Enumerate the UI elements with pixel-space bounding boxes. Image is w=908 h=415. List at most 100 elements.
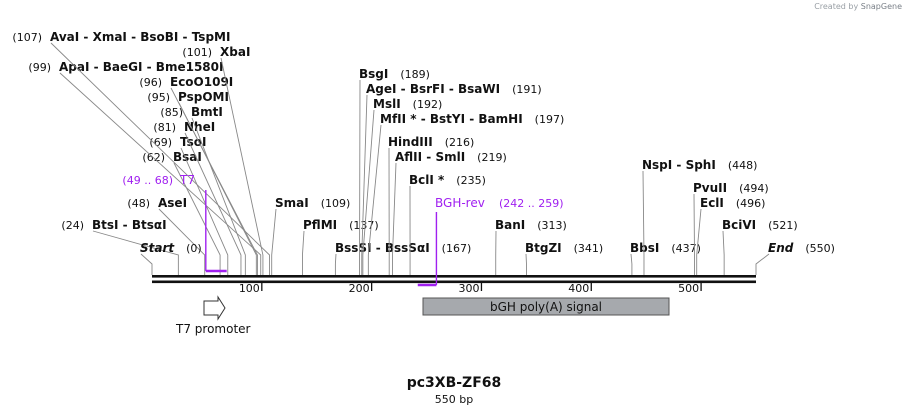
dna-bottom-strand [152,280,756,284]
site-connector [50,42,270,275]
site-connector [361,94,368,275]
primer-name: T7 [179,173,195,187]
site-name: BbsI [630,241,659,255]
endpoint-end[interactable]: End (550) [755,241,835,275]
site-connector [170,87,258,275]
site-position: (521) [768,219,798,232]
site-name: XbaI [220,45,250,59]
site-name: Start [140,241,175,255]
ruler-tick-label: 100 [239,282,260,295]
site-position: (189) [400,68,430,81]
site-connector [696,208,702,275]
primer-range: (49 .. 68) [122,174,173,187]
site-position: (95) [147,91,170,104]
site-msli[interactable]: MslI (192) [362,97,443,275]
site-bcivi[interactable]: BciVI (521) [722,218,798,275]
site-xbai[interactable]: XbaI (101) [182,45,264,275]
site-connector [158,208,206,275]
site-name: AgeI - BsrFI - BsaWI [366,82,500,96]
site-position: (341) [574,242,604,255]
site-position: (24) [61,219,84,232]
site-bsssi-bsss-i[interactable]: BssSI - BssSαI (167) [334,241,472,275]
site-aflii-smli[interactable]: AflII - SmlI (219) [392,150,507,275]
site-connector [173,162,221,275]
primer-bgh-rev[interactable]: BGH-rev (242 .. 259) [417,196,564,287]
site-position: (191) [512,83,542,96]
site-ecoo109i[interactable]: EcoO109I (96) [139,75,258,275]
site-connector [693,193,695,275]
site-name: AflII - SmlI [395,150,465,164]
site-name: EclI [700,196,724,210]
feature-t7-promoter[interactable]: T7 promoter [175,295,251,336]
site-connector [271,208,277,275]
site-name: BanI [495,218,525,232]
site-bmti[interactable]: BmtI (85) [160,105,246,275]
site-agei-bsrfi-bsawi[interactable]: AgeI - BsrFI - BsaWI (191) [361,82,542,275]
site-asei[interactable]: AseI (48) [127,196,206,275]
site-position: (109) [321,197,351,210]
site-position: (496) [736,197,766,210]
site-position: (0) [186,242,202,255]
site-avai-xmai-bsobi-tspmi[interactable]: AvaI - XmaI - BsoBI - TspMI (107) [12,30,270,275]
site-connector [220,57,264,275]
endpoint-start[interactable]: Start (0) [140,241,202,275]
site-position: (219) [477,151,507,164]
site-bbsi[interactable]: BbsI (437) [630,241,701,275]
site-name: BssSI - BssSαI [335,241,430,255]
primer-t7[interactable]: T7 (49 .. 68) [122,173,227,273]
site-position: (167) [442,242,472,255]
feature-box [422,297,670,316]
ruler-tick-label: 200 [349,282,370,295]
site-position: (85) [160,106,183,119]
site-connector [755,253,770,275]
site-name: HindIII [388,135,433,149]
site-ecli[interactable]: EclI (496) [696,196,766,275]
site-apai-baegi-bme1580i[interactable]: ApaI - BaeGI - Bme1580I (99) [28,60,262,275]
snapgene-brand: SnapGene [860,2,902,11]
site-connector [184,132,242,275]
site-position: (101) [182,46,212,59]
site-connector [367,124,382,275]
site-name: TsoI [180,135,206,149]
site-btsi-bts-i[interactable]: BtsI - BtsαI (24) [61,218,179,275]
site-name: AseI [158,196,187,210]
site-name: BtgZI [525,241,562,255]
site-pvuii[interactable]: PvuII (494) [693,181,769,275]
site-position: (96) [139,76,162,89]
site-position: (550) [805,242,835,255]
site-position: (99) [28,61,51,74]
ruler-tick-label: 500 [678,282,699,295]
sequence-map: 100 200 300 400 500 BtsI - BtsαI (24) AseI (48) B… [12,30,835,336]
site-bsgi[interactable]: BsgI (189) [359,67,430,275]
feature-bgh-poly-a-signal[interactable]: bGH poly(A) signal [422,297,670,316]
site-mfii-bstyi-bamhi[interactable]: MfII * - BstYI - BamHI (197) [367,112,565,275]
site-hindiii[interactable]: HindIII (216) [388,135,474,275]
site-name: PvuII [693,181,727,195]
site-bani[interactable]: BanI (313) [495,218,567,275]
site-position: (437) [671,242,701,255]
site-name: MslI [373,97,401,111]
site-name: MfII * - BstYI - BamHI [380,112,523,126]
site-connector [302,230,305,275]
site-bcli[interactable]: BclI * (235) [409,173,486,275]
site-connector [92,230,179,275]
site-position: (197) [535,113,565,126]
site-name: BclI * [409,173,445,187]
site-connector [362,109,375,275]
site-position: (137) [349,219,379,232]
site-connector [722,230,725,275]
dna-top-strand [152,275,756,278]
site-smai[interactable]: SmaI (109) [271,196,351,275]
site-name: NheI [184,120,215,134]
site-position: (192) [413,98,443,111]
promoter-arrow-icon [203,295,226,321]
site-nspi-sphi[interactable]: NspI - SphI (448) [642,158,757,275]
site-name: BmtI [191,105,223,119]
site-name: PspOMI [178,90,229,104]
site-btgzi[interactable]: BtgZI (341) [525,241,603,275]
ruler-tick-label: 300 [458,282,479,295]
site-position: (216) [445,136,475,149]
site-nhei[interactable]: NheI (81) [153,120,242,275]
site-name: BciVI [722,218,756,232]
site-position: (313) [537,219,567,232]
